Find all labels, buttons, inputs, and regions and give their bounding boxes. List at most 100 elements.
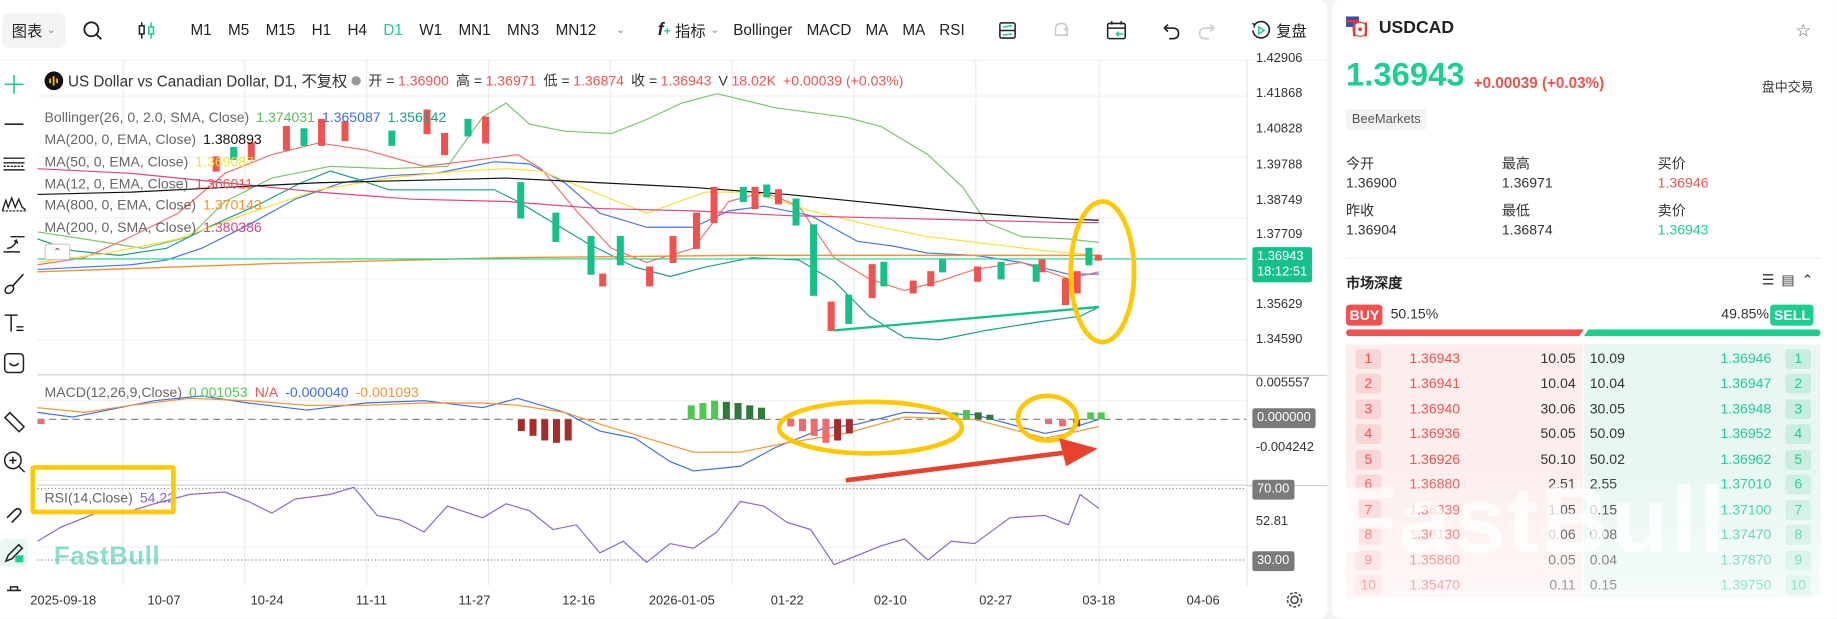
low-value: 1.36874 [573,72,624,89]
ask-row[interactable]: 10.09 1.36946 1 [1584,344,1821,373]
detail-view-icon[interactable]: ▤ [1781,271,1795,289]
legend-macd[interactable]: MACD(12,26,9,Close) 0.001053 N/A -0.000040-… [45,384,419,400]
indicators-label: 指标 [675,22,706,40]
chart-type-button[interactable] [128,12,163,47]
ask-price: 1.36948 [1720,400,1772,418]
symbol-logo-icon [44,70,64,90]
timeframe-w1[interactable]: W1 [419,21,443,39]
volume-value: 18.02K [731,72,777,89]
pattern-tool[interactable] [0,190,28,218]
timeframe-m15[interactable]: M15 [265,21,296,39]
emoji-tool[interactable] [0,349,28,377]
text-tool[interactable] [0,309,28,337]
channel-tool[interactable] [0,150,28,178]
macd-signal-value: -0.001093 [355,384,419,401]
level-index: 1 [1355,349,1382,370]
legend-ma12-ema[interactable]: MA(12, 0, EMA, Close) 1.366011 [45,176,253,192]
date-tick: 01-22 [770,593,804,609]
high-value: 1.36971 [485,72,537,89]
collapse-depth-icon[interactable]: ⌃ [1801,271,1814,289]
replay-button[interactable]: 复盘 [1243,12,1313,47]
legend-ma800-ema[interactable]: MA(800, 0, EMA, Close) 1.370143 [45,197,262,213]
favorite-button[interactable]: ☆ [1795,20,1811,41]
price-tick: 1.41868 [1255,86,1303,101]
replay-icon [1252,20,1271,39]
price-axis[interactable]: 1.42906 1.41868 1.40828 1.39788 1.38749 … [1246,52,1328,586]
bid-qty: 50.10 [1540,451,1576,468]
legend-ma200-sma[interactable]: MA(200, 0, SMA, Close) 1.380386 [45,219,262,235]
bid-row[interactable]: 1 1.36943 10.05 [1346,344,1583,373]
bid-row[interactable]: 10 1.35470 0.11 [1346,571,1583,600]
chart-settings-button[interactable] [1285,590,1304,609]
indicator-bollinger-button[interactable]: Bollinger [733,21,793,39]
date-tick: 10-07 [147,593,181,609]
projection-tool[interactable] [0,230,28,258]
indicator-ma-button-2[interactable]: MA [902,21,926,39]
magnet-tool[interactable] [0,499,28,527]
replay-label: 复盘 [1276,22,1307,40]
trend-arrow-icon [3,235,25,253]
brush-tool[interactable] [0,269,28,297]
stat-prev-close: 昨收 1.36904 [1346,201,1397,238]
indicator-macd-button[interactable]: MACD [806,21,852,39]
price-chart-canvas[interactable] [37,60,1247,586]
bid-price: 1.36941 [1409,374,1461,392]
timeframe-mn3[interactable]: MN3 [507,21,540,39]
low-label: 低 = [543,72,570,90]
list-view-icon[interactable]: ☰ [1761,271,1775,289]
timeframe-m1[interactable]: M1 [190,21,212,39]
ask-row[interactable]: 0.15 1.39750 10 [1584,571,1821,600]
ask-row[interactable]: 30.05 1.36948 3 [1584,395,1821,424]
horizontal-line-icon [4,123,24,125]
timeframe-more-dropdown[interactable]: ⌄ [604,12,632,47]
rsi-value: 54.22 [139,489,176,507]
chevron-down-icon: ⌄ [710,23,720,36]
measure-tool[interactable] [0,408,28,436]
indicator-rsi-button[interactable]: RSI [939,21,965,39]
collapse-legend-button[interactable]: ⌃ [44,243,71,261]
timeframe-mn12[interactable]: MN12 [555,21,597,39]
layout-button[interactable] [990,12,1025,47]
lock-drawings-tool[interactable] [0,538,29,568]
search-button[interactable] [74,12,109,47]
ma50-ema-value: 1.369087 [195,153,254,170]
zoom-tool[interactable] [0,448,28,476]
timeframe-m5[interactable]: M5 [228,21,250,39]
chart-menu-button[interactable]: 图表 ⌄ [2,12,66,48]
legend-name: MA(50, 0, EMA, Close) [44,153,189,170]
current-price: 1.36943 [1257,249,1304,264]
ask-price: 1.36946 [1720,350,1772,367]
legend-bollinger[interactable]: Bollinger(26, 0, 2.0, SMA, Close) 1.37403… [45,109,447,125]
drawing-toolbar [0,61,30,619]
bid-row[interactable]: 3 1.36940 30.06 [1346,395,1583,424]
legend-ma200-ema[interactable]: MA(200, 0, EMA, Close) 1.380893 [45,131,262,147]
timeframe-h4[interactable]: H4 [347,21,367,39]
time-axis[interactable]: 2025-09-18 10-07 10-24 11-11 11-27 12-16… [30,586,1246,619]
go-to-date-button[interactable] [1098,12,1135,47]
timeframe-d1[interactable]: D1 [383,21,403,39]
ask-row[interactable]: 10.04 1.36947 2 [1584,369,1821,398]
legend-rsi[interactable]: RSI(14,Close) 54.22 [45,490,175,506]
level-index: 8 [1355,524,1382,545]
line-tool[interactable] [0,110,28,138]
ask-row[interactable]: 50.09 1.36952 4 [1584,419,1821,448]
trash-icon [7,586,22,592]
level-index: 8 [1785,524,1812,545]
alert-button[interactable] [1044,12,1079,47]
legend-name: Bollinger(26, 0, 2.0, SMA, Close) [44,108,250,126]
undo-button[interactable] [1154,12,1189,47]
timeframe-mn1[interactable]: MN1 [458,21,491,39]
timeframe-h1[interactable]: H1 [311,21,332,39]
chevron-down-icon: ⌄ [616,23,625,36]
indicators-button[interactable]: f+ 指标 ⌄ [651,12,726,47]
level-index: 1 [1785,349,1812,370]
indicator-ma-button[interactable]: MA [865,21,889,39]
crosshair-tool[interactable] [0,70,28,98]
legend-ma50-ema[interactable]: MA(50, 0, EMA, Close) 1.369087 [45,153,254,169]
bid-row[interactable]: 4 1.36936 50.05 [1346,419,1583,448]
bid-row[interactable]: 2 1.36941 10.04 [1346,369,1583,398]
date-tick: 10-24 [250,593,284,609]
delete-drawings-tool[interactable] [0,579,28,607]
broker-badge[interactable]: BeeMarkets [1346,108,1427,131]
redo-button[interactable] [1190,12,1225,47]
